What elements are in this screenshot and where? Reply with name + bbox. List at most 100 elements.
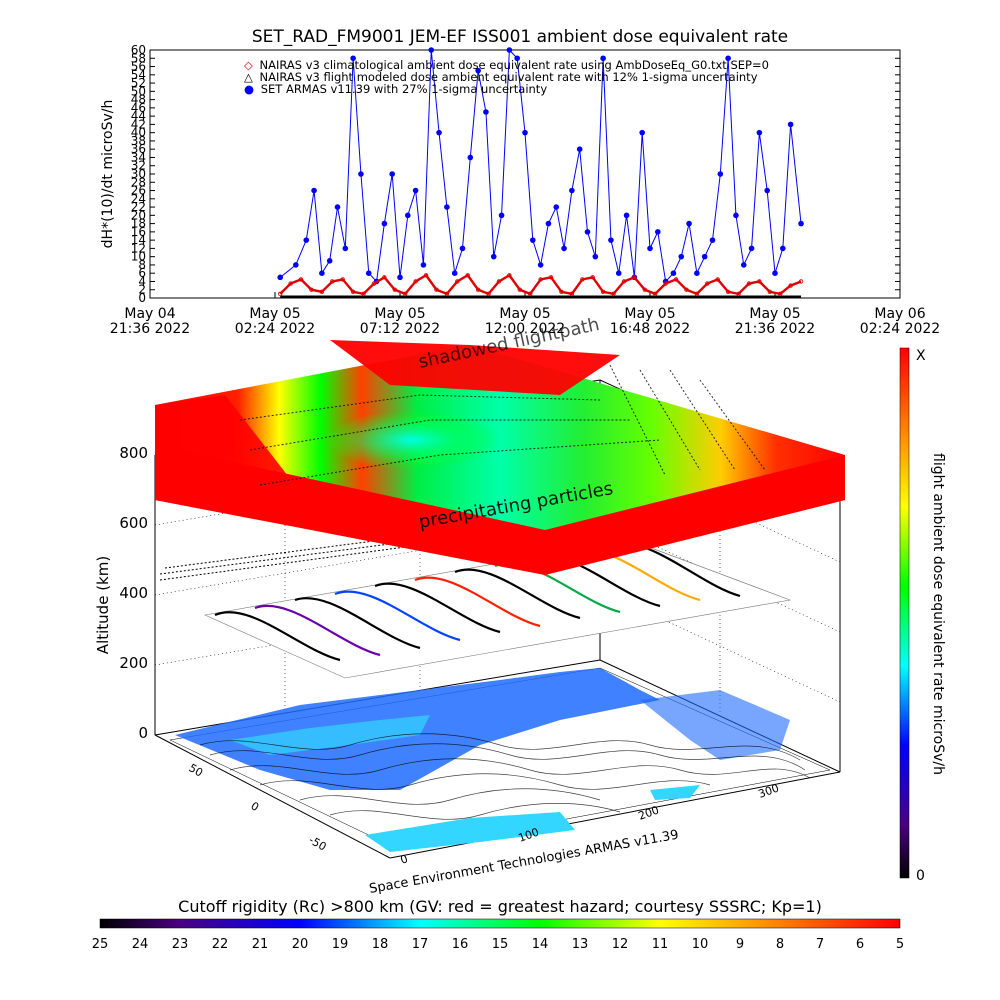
rigidity-colorbar-title: Cutoff rigidity (Rc) >800 km (GV: red = … <box>178 897 822 916</box>
rigidity-tick-label: 14 <box>532 937 549 952</box>
rigidity-tick-label: 15 <box>492 937 509 952</box>
rigidity-tick-label: 18 <box>372 937 389 952</box>
slab-top-band <box>330 340 620 395</box>
series-climatological-point <box>403 291 408 297</box>
series-armas-point <box>686 220 692 227</box>
series-climatological-point <box>330 279 335 284</box>
dose-colorbar: X 0 flight ambient dose equivalent rate … <box>899 347 946 884</box>
series-climatological-point <box>413 279 418 284</box>
rigidity-tick-label: 10 <box>692 937 709 952</box>
y-tick-label: 20 <box>131 208 146 222</box>
y-tick-label: 50 <box>131 84 146 98</box>
series-armas-point <box>428 47 435 53</box>
dose-colorbar-top-label: X <box>916 348 926 364</box>
series-layer <box>277 47 804 299</box>
series-armas-point <box>647 245 653 252</box>
series-climatological-point <box>538 277 543 282</box>
series-climatological-point <box>673 277 679 282</box>
series-climatological-point <box>319 289 325 294</box>
y-tick-label: 40 <box>131 126 146 140</box>
series-armas-point <box>467 154 474 161</box>
flightpath-dashes <box>159 534 421 581</box>
y-tick-label: 46 <box>131 101 146 115</box>
series-climatological-point <box>736 291 741 297</box>
series-armas-point <box>772 270 778 277</box>
series-armas-point <box>733 212 739 219</box>
y-tick-label: 42 <box>131 117 146 131</box>
series-armas-point <box>498 212 505 219</box>
z-tick-400: 400 <box>119 584 148 602</box>
y-axis-label: dH*(10)/dt microSv/h <box>100 100 116 249</box>
altitude-3d-view: shadowed flightpath precipitating partic… <box>94 314 845 897</box>
series-armas-point <box>459 245 466 252</box>
series-climatological-point <box>600 289 606 294</box>
series-armas-point <box>444 204 450 210</box>
series-climatological-point <box>278 291 283 297</box>
series-climatological-point <box>288 281 293 286</box>
series-armas-point <box>608 237 614 243</box>
series-armas-point <box>451 270 458 277</box>
series-armas-point <box>350 55 356 62</box>
x-tick-time: 16:48 2022 <box>610 321 690 337</box>
series-armas-point <box>293 262 299 268</box>
y-tick-label: 16 <box>131 225 146 239</box>
series-armas-point <box>615 270 622 277</box>
series-armas-point <box>342 245 349 252</box>
rigidity-ticks: 25 24 23 22 21 20 19 18 17 16 15 14 13 12 11 10 9 8 7 6 5 <box>92 937 904 952</box>
series-armas-point <box>522 129 528 136</box>
slab-front-band <box>155 445 845 575</box>
lon-tick-300: 300 <box>757 781 781 800</box>
series-climatological-line <box>279 273 802 296</box>
y-tick-label: 52 <box>131 76 146 90</box>
shadowed-flightpath-slab: shadowed flightpath precipitating partic… <box>155 314 845 575</box>
series-armas-point <box>420 262 427 268</box>
series-climatological-point <box>517 287 522 292</box>
series-armas-point <box>561 245 567 252</box>
series-climatological-point <box>340 277 345 282</box>
dose-colorbar-label: flight ambient dose equivalent rate micr… <box>930 453 946 775</box>
series-armas-point <box>701 253 708 260</box>
series-climatological-point <box>590 275 595 280</box>
series-climatological-point <box>361 291 366 297</box>
series-armas-point <box>358 171 364 177</box>
series-armas-point <box>397 274 403 281</box>
series-climatological-point <box>382 275 387 280</box>
slab-track-marks <box>239 364 766 486</box>
y-tick-label: 22 <box>131 200 146 214</box>
x-tick-time: 12:00 2022 <box>485 321 565 337</box>
series-armas-point <box>334 204 341 210</box>
y-tick-label: 10 <box>131 250 146 264</box>
chart-title: SET_RAD_FM9001 JEM-EF ISS001 ambient dos… <box>252 27 788 47</box>
rigidity-colorbar: Cutoff rigidity (Rc) >800 km (GV: red = … <box>92 897 904 952</box>
rigidity-tick-label: 23 <box>172 937 189 952</box>
rigidity-tick-label: 11 <box>652 937 669 952</box>
rigidity-tick-label: 8 <box>776 937 784 952</box>
y-tick-label: 28 <box>131 175 146 189</box>
series-climatological-point <box>569 291 575 297</box>
series-armas-point <box>483 109 489 115</box>
rigidity-tick-label: 6 <box>856 937 864 952</box>
y-tick-label: 26 <box>131 184 146 198</box>
rigidity-tick-label: 24 <box>132 937 149 952</box>
z-tick-200: 200 <box>119 654 148 672</box>
series-armas-point <box>780 245 786 252</box>
y-tick-label: 14 <box>131 233 146 247</box>
rigidity-tick-label: 25 <box>92 937 109 952</box>
y-tick-label: 34 <box>131 150 146 164</box>
series-armas-point <box>277 274 284 281</box>
series-armas-point <box>678 253 685 260</box>
series-climatological-point <box>684 287 689 292</box>
series-armas-point <box>655 229 661 235</box>
slab-left-band <box>155 395 330 530</box>
series-climatological-point <box>767 289 772 294</box>
lat-tick-0: 0 <box>249 799 262 814</box>
lat-tick-neg50: -50 <box>307 833 329 853</box>
series-climatological-point <box>642 287 647 292</box>
legend-marker-dot: ● <box>244 82 254 96</box>
series-armas-point <box>303 237 310 243</box>
legend: ◇ NAIRAS v3 climatological ambient dose … <box>244 58 769 96</box>
legend-entry-flight-modeled: △ NAIRAS v3 flight modeled dose ambient … <box>244 70 758 84</box>
x-tick-time: 21:36 2022 <box>735 321 815 337</box>
series-armas-point <box>592 253 599 260</box>
